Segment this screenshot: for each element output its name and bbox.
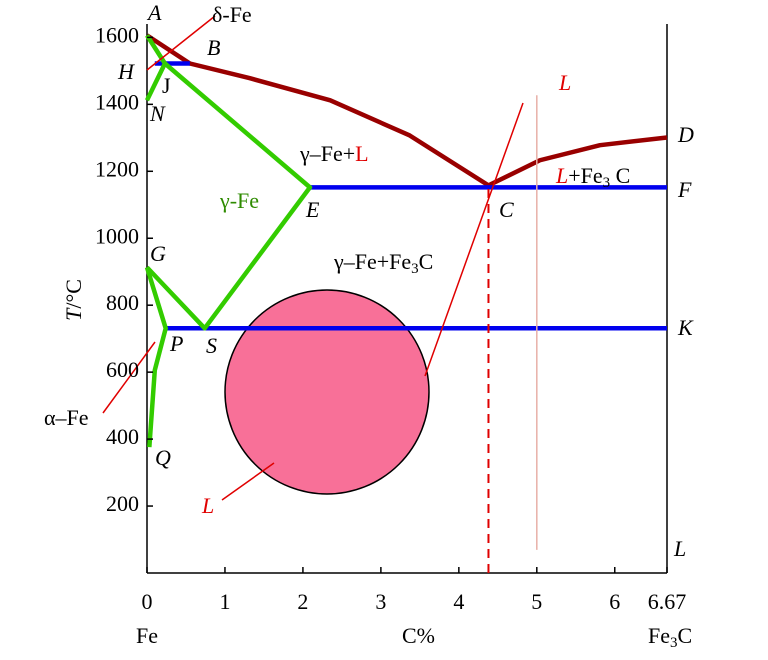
point-label: L [673, 536, 686, 561]
region-label: δ-Fe [212, 2, 252, 27]
y-tick-label: 1000 [95, 223, 139, 248]
phase-lines [144, 33, 668, 573]
pointer [424, 102, 524, 377]
point-label: H [117, 59, 135, 84]
region-label: L [201, 493, 214, 518]
region-label-part: C [419, 249, 434, 274]
pointer [102, 341, 156, 414]
region-label: γ–Fe+L [299, 141, 369, 166]
y-axis-title-part: T [61, 307, 86, 321]
point-label: J [162, 73, 171, 98]
region-label-part: L [355, 141, 368, 166]
y-tick-label: 1400 [95, 89, 139, 114]
phase-boundary [145, 33, 490, 188]
phase-boundary [144, 266, 168, 448]
point-label: G [150, 241, 166, 266]
point-label: F [677, 177, 692, 202]
x-right-label-part: C [678, 623, 693, 648]
region-label: γ–Fe+Fe3C [333, 249, 433, 277]
phase-boundary [144, 34, 168, 102]
point-label: D [677, 122, 694, 147]
x-tick-label: 3 [375, 589, 386, 614]
x-tick-label: 2 [297, 589, 308, 614]
region-label: L [558, 70, 571, 95]
pointer [221, 462, 275, 501]
x-right-label: Fe3C [648, 623, 692, 651]
x-tick-label: 1 [219, 589, 230, 614]
x-tick-label: 6.67 [648, 589, 687, 614]
point-label: K [677, 315, 694, 340]
region-label: α–Fe [44, 405, 89, 430]
point-label: N [149, 101, 166, 126]
x-right-label-part: 3 [670, 635, 678, 651]
region-label-part: 3 [411, 261, 419, 277]
point-label: Q [155, 445, 171, 470]
region-label: γ-Fe [219, 188, 259, 213]
point-label: E [305, 197, 320, 222]
region-label-part: 3 [603, 175, 611, 191]
x-axis-title: C% [402, 623, 435, 648]
y-tick-label: 1600 [95, 22, 139, 47]
x-right-label-part: Fe [648, 623, 670, 648]
pointer [146, 15, 216, 71]
y-tick-label: 200 [106, 491, 139, 516]
phase-boundary [487, 135, 668, 188]
region-label-part: C [610, 163, 630, 188]
x-tick-label: 4 [453, 589, 464, 614]
ticks: 0 1 2 3 4 5 6 6.67 200 400 600 800 1000 1200 1400 1600 [95, 22, 686, 614]
phase-boundary [145, 61, 313, 331]
x-tick-label: 5 [531, 589, 542, 614]
y-tick-label: 1200 [95, 156, 139, 181]
region-label: L+Fe3 C [555, 163, 630, 191]
point-label: P [169, 331, 183, 356]
point-label: B [207, 35, 220, 60]
liquid-droplet [224, 289, 430, 495]
point-label: A [146, 0, 162, 25]
y-tick-label: 800 [106, 290, 139, 315]
y-tick-label: 600 [106, 357, 139, 382]
y-axis-title: T/°C [61, 279, 86, 321]
point-label: C [499, 197, 514, 222]
region-label-part: +Fe [568, 163, 602, 188]
x-tick-label: 6 [609, 589, 620, 614]
region-label-part: γ–Fe+ [299, 141, 355, 166]
x-tick-label: 0 [142, 589, 153, 614]
region-label-part: L [555, 163, 568, 188]
y-tick-label: 400 [106, 424, 139, 449]
y-axis-title-part: /°C [61, 279, 86, 309]
region-label-part: γ–Fe+Fe [333, 249, 411, 274]
x-left-label: Fe [136, 623, 158, 648]
point-label: S [206, 333, 217, 358]
